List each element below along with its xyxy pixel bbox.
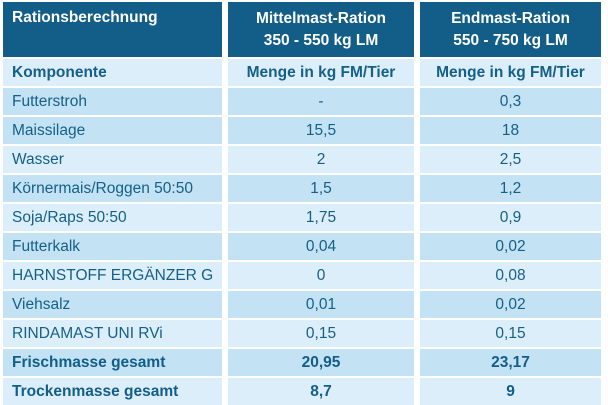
mittelmast-value: 0,15 [228, 320, 414, 347]
header-mittelmast-line1: Mittelmast-Ration [255, 9, 387, 27]
mittelmast-value: 2 [228, 146, 414, 173]
endmast-value: 1,2 [420, 175, 601, 202]
total-row-trockenmasse: Trockenmasse gesamt 8,7 9 [3, 378, 601, 405]
table-header-row: Rationsberechnung Mittelmast-Ration 350 … [3, 2, 601, 57]
table-row: Körnermais/Roggen 50:50 1,5 1,2 [3, 175, 601, 202]
component-cell: RINDAMAST UNI RVi [3, 320, 222, 347]
mittelmast-value: 0 [228, 262, 414, 289]
table-subheader-row: Komponente Menge in kg FM/Tier Menge in … [3, 59, 601, 86]
total-row-frischmasse: Frischmasse gesamt 20,95 23,17 [3, 349, 601, 376]
subheader-komponente: Komponente [3, 59, 222, 86]
table-row: RINDAMAST UNI RVi 0,15 0,15 [3, 320, 601, 347]
header-mittelmast: Mittelmast-Ration 350 - 550 kg LM [228, 2, 414, 57]
component-cell: Soja/Raps 50:50 [3, 204, 222, 231]
mittelmast-value: 1,75 [228, 204, 414, 231]
endmast-value: 23,17 [420, 349, 601, 376]
mittelmast-value: 8,7 [228, 378, 414, 405]
component-cell: Körnermais/Roggen 50:50 [3, 175, 222, 202]
endmast-value: 0,9 [420, 204, 601, 231]
mittelmast-value: 0,01 [228, 291, 414, 318]
table-row: Viehsalz 0,01 0,02 [3, 291, 601, 318]
table-row: Maissilage 15,5 18 [3, 117, 601, 144]
header-mittelmast-line2: 350 - 550 kg LM [263, 31, 379, 49]
endmast-value: 0,15 [420, 320, 601, 347]
endmast-value: 9 [420, 378, 601, 405]
header-endmast: Endmast-Ration 550 - 750 kg LM [420, 2, 601, 57]
component-cell: Trockenmasse gesamt [3, 378, 222, 405]
header-endmast-line1: Endmast-Ration [451, 9, 570, 27]
component-cell: Frischmasse gesamt [3, 349, 222, 376]
table-row: HARNSTOFF ERGÄNZER G 0 0,08 [3, 262, 601, 289]
endmast-value: 0,02 [420, 291, 601, 318]
endmast-value: 2,5 [420, 146, 601, 173]
table-row: Futterstroh - 0,3 [3, 88, 601, 115]
endmast-value: 0,08 [420, 262, 601, 289]
component-cell: Viehsalz [3, 291, 222, 318]
mittelmast-value: 20,95 [228, 349, 414, 376]
mittelmast-value: 1,5 [228, 175, 414, 202]
mittelmast-value: 15,5 [228, 117, 414, 144]
component-cell: Maissilage [3, 117, 222, 144]
endmast-value: 18 [420, 117, 601, 144]
subheader-mittelmast-unit: Menge in kg FM/Tier [228, 59, 414, 86]
table-row: Wasser 2 2,5 [3, 146, 601, 173]
component-cell: Futterkalk [3, 233, 222, 260]
component-cell: Futterstroh [3, 88, 222, 115]
table-row: Soja/Raps 50:50 1,75 0,9 [3, 204, 601, 231]
component-cell: HARNSTOFF ERGÄNZER G [3, 262, 222, 289]
endmast-value: 0,02 [420, 233, 601, 260]
table-row: Futterkalk 0,04 0,02 [3, 233, 601, 260]
subheader-endmast-unit: Menge in kg FM/Tier [420, 59, 601, 86]
mittelmast-value: - [228, 88, 414, 115]
header-endmast-line2: 550 - 750 kg LM [453, 31, 568, 49]
component-cell: Wasser [3, 146, 222, 173]
table-title: Rationsberechnung [3, 2, 222, 57]
mittelmast-value: 0,04 [228, 233, 414, 260]
endmast-value: 0,3 [420, 88, 601, 115]
